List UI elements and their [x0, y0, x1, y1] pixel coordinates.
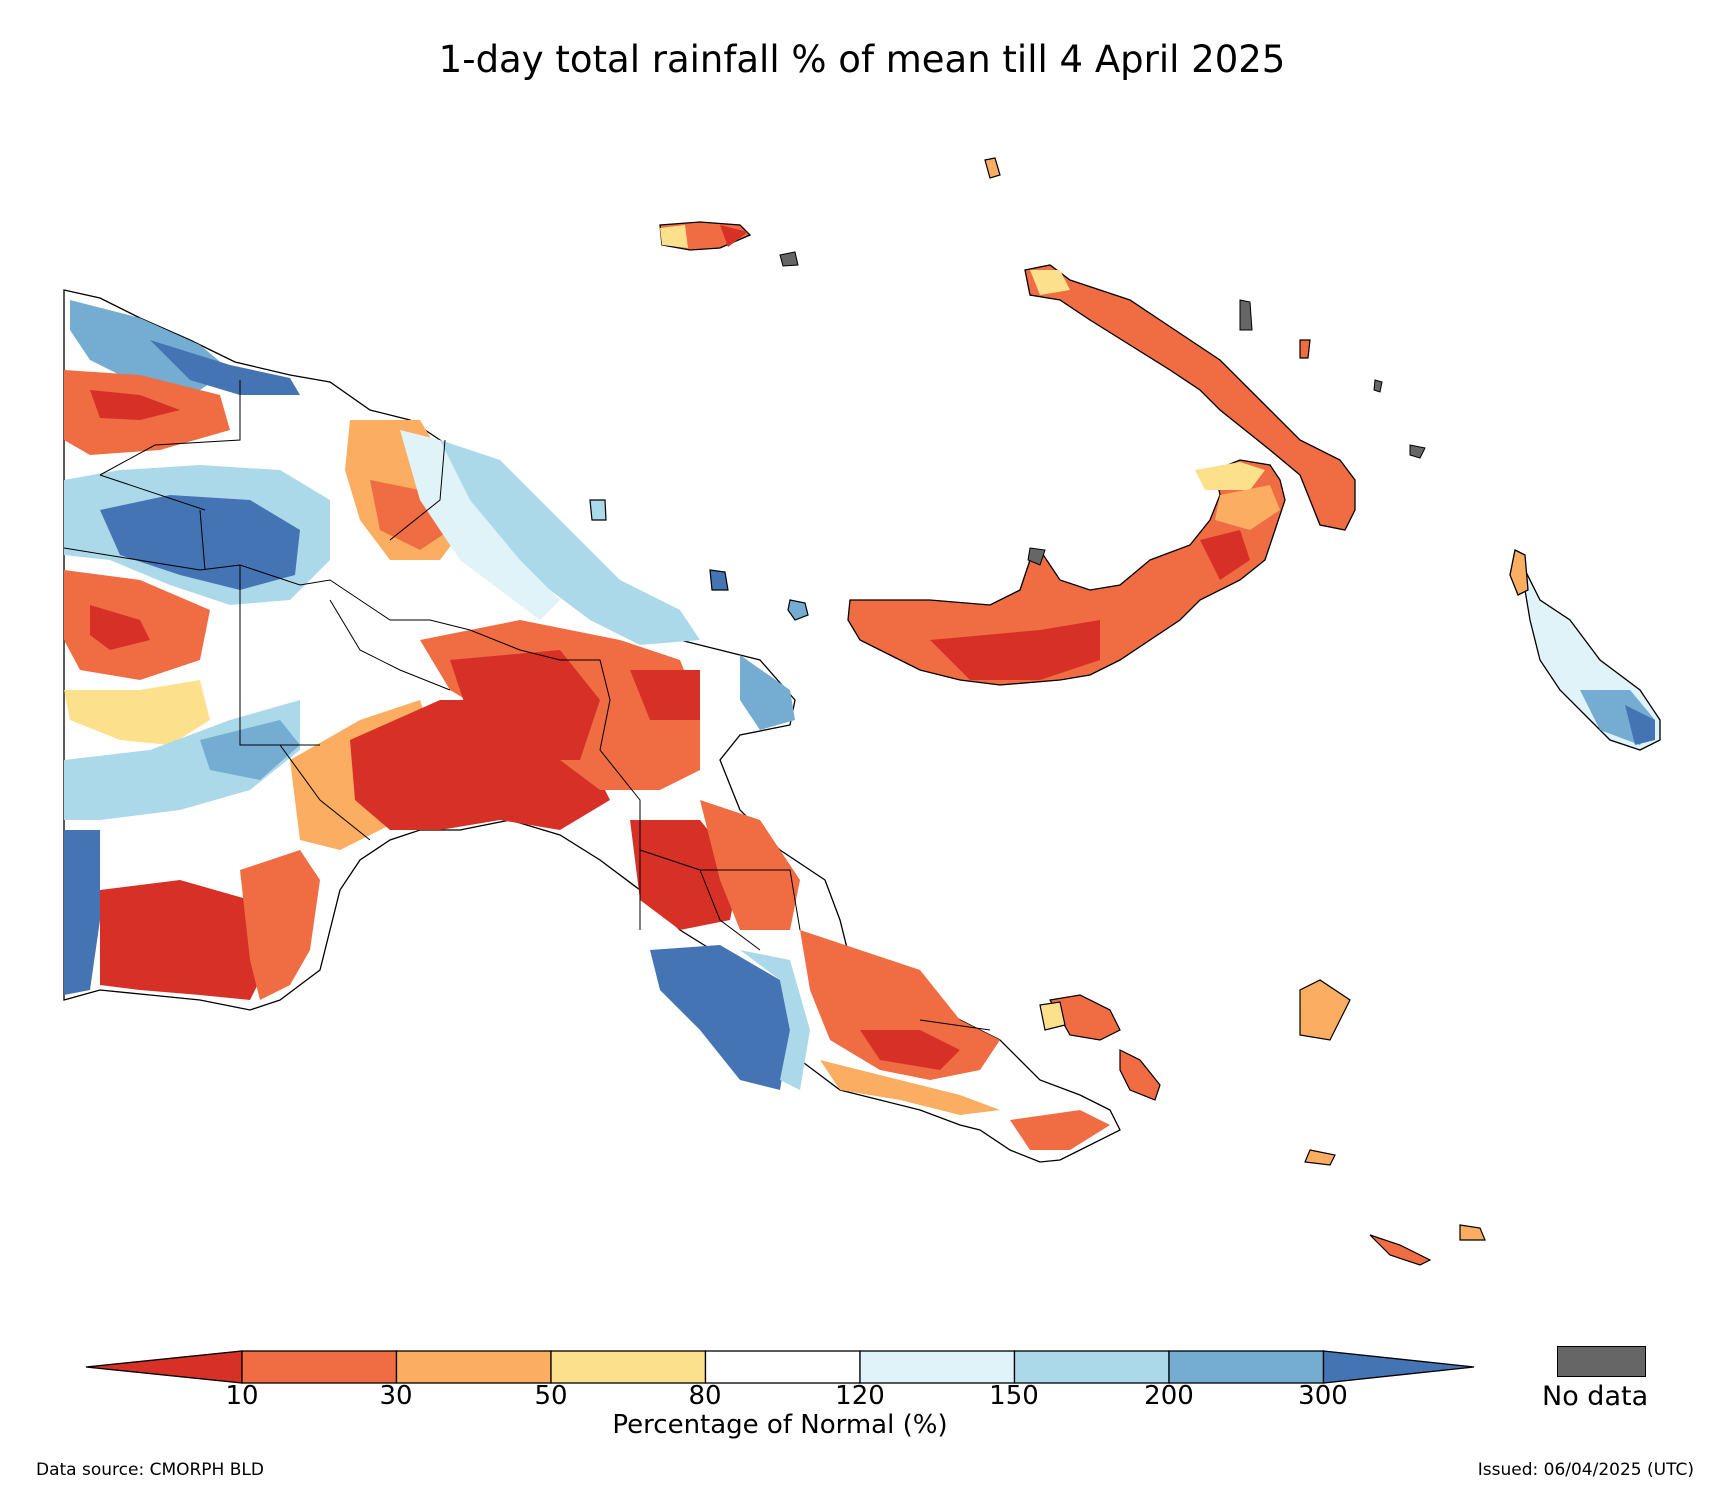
- colorbar-segment: [241, 1350, 398, 1384]
- patch-highlands-red: [450, 650, 600, 760]
- island: [1299, 979, 1351, 1041]
- new-britain-orange: [1215, 485, 1280, 530]
- colorbar: [85, 1350, 1475, 1384]
- patch-west-yellow: [64, 680, 210, 745]
- province-boundary: [469, 629, 611, 751]
- colorbar-segment: [550, 1350, 707, 1384]
- island: [1119, 1049, 1161, 1101]
- island: [589, 499, 607, 521]
- new-ireland-outline: [1024, 264, 1356, 531]
- new-britain-outline: [847, 459, 1286, 686]
- patch-sepik-verylightblue: [400, 430, 560, 620]
- patch-west2-red-core: [90, 605, 150, 650]
- province-boundary: [919, 1019, 991, 1031]
- island: [709, 569, 729, 591]
- province-boundary: [389, 439, 446, 541]
- patch-nw-red-core: [90, 390, 180, 420]
- colorbar-tick-label: 80: [688, 1381, 722, 1411]
- colorbar-segment: [1168, 1350, 1325, 1384]
- colorbar-title: Percentage of Normal (%): [612, 1410, 948, 1440]
- patch-se-red: [860, 1030, 960, 1070]
- province-boundary: [199, 509, 206, 571]
- province-boundary: [699, 869, 761, 951]
- map-title: 1-day total rainfall % of mean till 4 Ap…: [438, 38, 1286, 81]
- no-data-islands: [779, 251, 1426, 566]
- colorbar-segment: [1013, 1350, 1170, 1384]
- new-ireland: [1024, 264, 1356, 531]
- patch-far-sw-darkblue: [64, 830, 100, 995]
- colorbar-tick-label: 10: [225, 1381, 259, 1411]
- bougainville: [1509, 549, 1661, 751]
- province-boundary: [329, 599, 451, 691]
- no-data-label: No data: [1542, 1381, 1649, 1412]
- colorbar-segment: [859, 1350, 1016, 1384]
- island: [787, 599, 809, 621]
- no-data-swatch: [1557, 1346, 1646, 1377]
- island: [1304, 1149, 1336, 1166]
- province-boundary: [639, 849, 801, 931]
- patch-south-red: [100, 880, 270, 1000]
- colorbar-tick-label: 300: [1298, 1381, 1348, 1411]
- colorbar-tick-label: 120: [835, 1381, 885, 1411]
- patch-center-red: [370, 480, 450, 550]
- colorbar-segment: [395, 1350, 552, 1384]
- patch-pm-lightblue: [740, 950, 810, 1090]
- province-boundary: [99, 380, 241, 476]
- new-britain: [847, 459, 1286, 686]
- province-boundaries: [63, 380, 991, 1031]
- island: [1039, 1001, 1066, 1031]
- island: [1027, 547, 1046, 566]
- island: [1049, 994, 1121, 1041]
- island: [1409, 444, 1426, 459]
- patch-sw-blue: [200, 720, 300, 780]
- colorbar-high-extend: [1322, 1350, 1475, 1384]
- patch-se-tip-orange: [1010, 1110, 1110, 1150]
- new-ireland-yellow: [1030, 270, 1070, 295]
- new-britain-red-core: [930, 620, 1100, 680]
- data-source-note: Data source: CMORPH BLD: [36, 1460, 264, 1480]
- colorbar-tick-label: 200: [1144, 1381, 1194, 1411]
- patch-owen-orange: [700, 800, 800, 930]
- colorbar-low-extend: [85, 1350, 243, 1384]
- province-boundary: [63, 547, 471, 631]
- patch-sepik-lightblue: [440, 440, 700, 645]
- patch-markham-red: [630, 670, 700, 720]
- colorbar-tick-label: 30: [379, 1381, 413, 1411]
- patch-markham-blue: [740, 655, 795, 730]
- new-britain-yellow: [1195, 462, 1265, 490]
- colorbar-tick-label: 50: [534, 1381, 568, 1411]
- island: [1459, 1224, 1486, 1241]
- island: [779, 251, 799, 267]
- colorbar-segment: [704, 1350, 861, 1384]
- patch-pm-blue: [650, 945, 790, 1090]
- buka-island: [1509, 549, 1529, 596]
- rainfall-patches-mainland: [64, 300, 1110, 1150]
- island: [1299, 339, 1311, 359]
- province-boundary: [279, 744, 371, 841]
- patch-south-orange: [240, 850, 320, 1000]
- island: [1373, 379, 1383, 393]
- manus-island: [659, 221, 752, 251]
- patch-se-orange: [800, 930, 1000, 1080]
- bougainville-darkblue: [1625, 705, 1655, 745]
- new-britain-red2: [1200, 530, 1250, 580]
- colorbar-tick-label: 150: [989, 1381, 1039, 1411]
- patch-se-lightorange: [820, 1060, 1000, 1115]
- manus-yellow: [660, 225, 688, 248]
- manus-red: [720, 225, 748, 247]
- island: [1369, 1234, 1432, 1266]
- province-boundary: [599, 749, 641, 850]
- province-boundary: [99, 474, 206, 511]
- patch-north-darkblue: [150, 340, 300, 395]
- island: [1239, 299, 1253, 331]
- eastern-islands: [589, 157, 1486, 1266]
- issued-date-note: Issued: 06/04/2025 (UTC): [1477, 1460, 1694, 1480]
- patch-west-darkblue: [100, 495, 300, 590]
- island: [984, 157, 1001, 179]
- province-boundary: [239, 565, 320, 746]
